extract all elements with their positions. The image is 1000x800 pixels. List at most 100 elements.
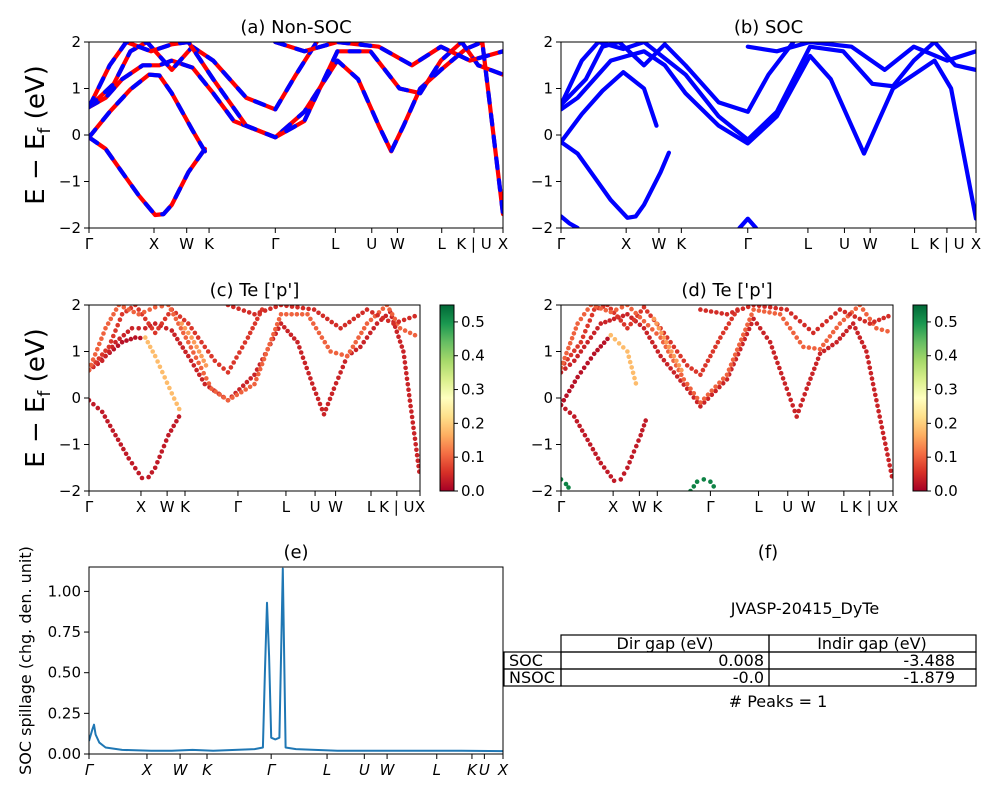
band-point-3 bbox=[202, 381, 208, 387]
band-point-3 bbox=[684, 386, 690, 392]
x-tick-label: Γ bbox=[85, 235, 94, 253]
band-point-3 bbox=[751, 316, 756, 322]
x-tick-label: W bbox=[160, 498, 175, 516]
y-tick-label: 2 bbox=[543, 33, 553, 51]
band-point-3 bbox=[298, 350, 304, 355]
band-point-5 bbox=[730, 357, 736, 363]
band-point-3 bbox=[655, 349, 661, 354]
band-point-4 bbox=[621, 322, 627, 327]
x-tick-label: X bbox=[141, 761, 153, 779]
x-tick-label: Γ bbox=[267, 761, 277, 779]
band-point-3 bbox=[778, 370, 784, 376]
band-point-3 bbox=[321, 412, 327, 417]
band-point-3 bbox=[121, 332, 127, 338]
band-point-5 bbox=[108, 316, 114, 322]
band-point-5 bbox=[637, 314, 643, 320]
band-point-5 bbox=[344, 353, 350, 359]
band-point-5 bbox=[97, 341, 102, 347]
band-point-3 bbox=[880, 430, 886, 436]
band-point-4 bbox=[143, 316, 148, 322]
x-tick-label: L bbox=[754, 498, 763, 516]
band-point-5 bbox=[113, 307, 119, 312]
band-line-4 bbox=[561, 42, 976, 142]
band-point-4 bbox=[225, 370, 231, 375]
band-point-5 bbox=[691, 391, 697, 396]
band-point-3 bbox=[644, 330, 650, 336]
band-point-5 bbox=[313, 326, 319, 331]
band-point-5 bbox=[243, 387, 248, 392]
band-point-1 bbox=[150, 349, 155, 354]
band-point-4 bbox=[720, 330, 726, 336]
x-tick-label: W bbox=[801, 498, 816, 516]
band-point-5 bbox=[412, 332, 418, 338]
band-point-5 bbox=[784, 321, 790, 326]
band-point-6 bbox=[284, 305, 289, 309]
x-tick-label: W bbox=[652, 235, 667, 253]
band-point-5 bbox=[196, 360, 201, 366]
band-point-5 bbox=[561, 365, 564, 371]
band-point-3 bbox=[338, 370, 343, 375]
band-point-4 bbox=[119, 312, 125, 317]
band-point-5 bbox=[821, 342, 826, 348]
band-point-6 bbox=[306, 306, 311, 312]
band-point-3 bbox=[857, 335, 863, 340]
band-point-6 bbox=[719, 311, 724, 316]
band-point-5 bbox=[267, 341, 272, 347]
band-point-3 bbox=[620, 313, 626, 319]
band-point-3 bbox=[668, 366, 673, 371]
band-point-5 bbox=[756, 308, 762, 313]
band-point-6 bbox=[833, 311, 838, 316]
band-point-3 bbox=[394, 329, 400, 335]
band-point-5 bbox=[633, 310, 638, 316]
band-point-3 bbox=[406, 392, 412, 398]
band-point-5 bbox=[392, 316, 398, 322]
band-point-0 bbox=[89, 398, 92, 403]
y-tick-label: −2 bbox=[59, 219, 81, 237]
panel-e-ylabel: SOC spillage (chg. den. unit) bbox=[16, 546, 35, 775]
band-point-5 bbox=[328, 349, 333, 354]
band-point-5 bbox=[619, 305, 625, 310]
band-point-0 bbox=[636, 438, 641, 443]
band-point-4 bbox=[641, 305, 647, 310]
band-point-6 bbox=[762, 305, 767, 309]
band-point-5 bbox=[575, 321, 580, 326]
band-point-6 bbox=[847, 312, 853, 317]
band-point-6 bbox=[756, 305, 762, 309]
x-tick-label: U bbox=[839, 235, 850, 253]
band-point-7 bbox=[201, 358, 206, 364]
band-point-3 bbox=[847, 325, 853, 330]
band-point-0 bbox=[163, 438, 169, 443]
band-point-3 bbox=[109, 344, 115, 350]
band-point-3 bbox=[658, 353, 663, 359]
band-point-4 bbox=[247, 330, 253, 336]
band-point-5 bbox=[361, 326, 367, 331]
band-point-2 bbox=[133, 335, 138, 340]
band-point-6 bbox=[316, 310, 321, 316]
band-point-3 bbox=[884, 446, 889, 452]
band-point-5 bbox=[569, 336, 575, 341]
band-point-3 bbox=[837, 336, 843, 341]
x-tick-label: L bbox=[323, 761, 331, 779]
band-point-0 bbox=[631, 449, 637, 454]
band-point-5 bbox=[90, 357, 96, 362]
band-point-3 bbox=[585, 339, 590, 345]
band-point-3 bbox=[875, 403, 880, 409]
band-point-4 bbox=[212, 358, 218, 364]
band-point-0 bbox=[115, 437, 121, 443]
band-point-2 bbox=[569, 384, 575, 389]
band-point-0 bbox=[152, 465, 158, 471]
band-point-5 bbox=[827, 334, 833, 339]
band-point-3 bbox=[705, 396, 711, 402]
band-point-0 bbox=[643, 418, 648, 423]
band-point-4 bbox=[113, 328, 118, 333]
y-tick-label: 2 bbox=[543, 296, 553, 314]
band-point-3 bbox=[830, 342, 835, 348]
x-tick-label: W bbox=[380, 761, 396, 779]
ylabel-unit: (eV) bbox=[21, 328, 51, 390]
band-point-3 bbox=[806, 381, 811, 387]
x-tick-label: U bbox=[310, 498, 321, 516]
colorbar-tick-label: 0.1 bbox=[461, 448, 485, 466]
x-tick-label: Γ bbox=[234, 498, 243, 516]
band-point-2 bbox=[561, 402, 564, 408]
band-point-5 bbox=[339, 352, 345, 357]
